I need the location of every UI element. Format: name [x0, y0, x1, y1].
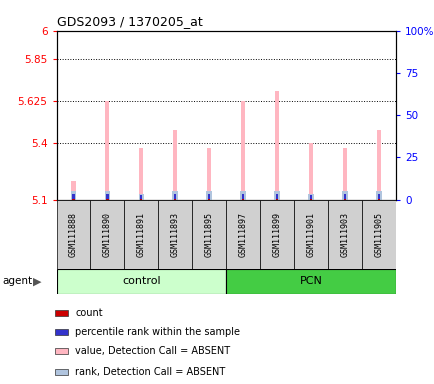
- Bar: [55, 348, 68, 354]
- Text: percentile rank within the sample: percentile rank within the sample: [75, 327, 240, 337]
- Text: GSM111893: GSM111893: [171, 212, 179, 257]
- Bar: [307, 194, 313, 200]
- Bar: [72, 197, 75, 200]
- Bar: [275, 194, 278, 199]
- Text: GSM111891: GSM111891: [137, 212, 145, 257]
- Bar: [308, 143, 312, 200]
- Bar: [90, 200, 124, 269]
- Bar: [104, 191, 110, 200]
- Text: value, Detection Call = ABSENT: value, Detection Call = ABSENT: [75, 346, 230, 356]
- Bar: [309, 195, 312, 199]
- Bar: [140, 197, 142, 200]
- Bar: [174, 194, 176, 199]
- Bar: [56, 269, 226, 294]
- Bar: [274, 91, 279, 200]
- Text: GSM111897: GSM111897: [238, 212, 247, 257]
- Bar: [376, 130, 380, 200]
- Bar: [71, 181, 76, 200]
- Bar: [106, 197, 108, 200]
- Bar: [140, 195, 142, 199]
- Bar: [343, 197, 345, 200]
- Bar: [377, 197, 379, 200]
- Text: ▶: ▶: [33, 276, 41, 286]
- Bar: [106, 194, 108, 199]
- Text: count: count: [75, 308, 102, 318]
- Bar: [241, 194, 244, 199]
- Text: GDS2093 / 1370205_at: GDS2093 / 1370205_at: [56, 15, 202, 28]
- Bar: [240, 191, 246, 200]
- Bar: [207, 148, 211, 200]
- Text: GSM111905: GSM111905: [374, 212, 382, 257]
- Text: agent: agent: [2, 276, 32, 286]
- Bar: [375, 191, 381, 200]
- Bar: [56, 200, 90, 269]
- Bar: [341, 191, 347, 200]
- Bar: [124, 200, 158, 269]
- Text: GSM111890: GSM111890: [103, 212, 112, 257]
- Bar: [260, 200, 293, 269]
- Bar: [207, 194, 210, 199]
- Bar: [327, 200, 361, 269]
- Bar: [72, 194, 75, 199]
- Bar: [174, 197, 176, 200]
- Bar: [309, 197, 312, 200]
- Bar: [361, 200, 395, 269]
- Bar: [343, 194, 345, 199]
- Bar: [275, 197, 278, 200]
- Text: GSM111903: GSM111903: [340, 212, 349, 257]
- Bar: [377, 194, 379, 199]
- Bar: [226, 200, 260, 269]
- Bar: [342, 148, 346, 200]
- Bar: [241, 197, 244, 200]
- Bar: [192, 200, 226, 269]
- Text: PCN: PCN: [299, 276, 322, 286]
- Bar: [226, 269, 395, 294]
- Text: control: control: [122, 276, 160, 286]
- Text: GSM111899: GSM111899: [272, 212, 281, 257]
- Text: GSM111901: GSM111901: [306, 212, 315, 257]
- Bar: [172, 191, 178, 200]
- Bar: [139, 148, 143, 200]
- Bar: [240, 101, 245, 200]
- Bar: [273, 191, 279, 200]
- Bar: [173, 130, 177, 200]
- Bar: [138, 194, 144, 200]
- Bar: [293, 200, 327, 269]
- Bar: [105, 101, 109, 200]
- Bar: [206, 191, 212, 200]
- Text: rank, Detection Call = ABSENT: rank, Detection Call = ABSENT: [75, 367, 225, 377]
- Bar: [55, 310, 68, 316]
- Bar: [207, 197, 210, 200]
- Bar: [55, 329, 68, 335]
- Text: GSM111888: GSM111888: [69, 212, 78, 257]
- Text: GSM111895: GSM111895: [204, 212, 213, 257]
- Bar: [70, 191, 76, 200]
- Bar: [158, 200, 192, 269]
- Bar: [55, 369, 68, 375]
